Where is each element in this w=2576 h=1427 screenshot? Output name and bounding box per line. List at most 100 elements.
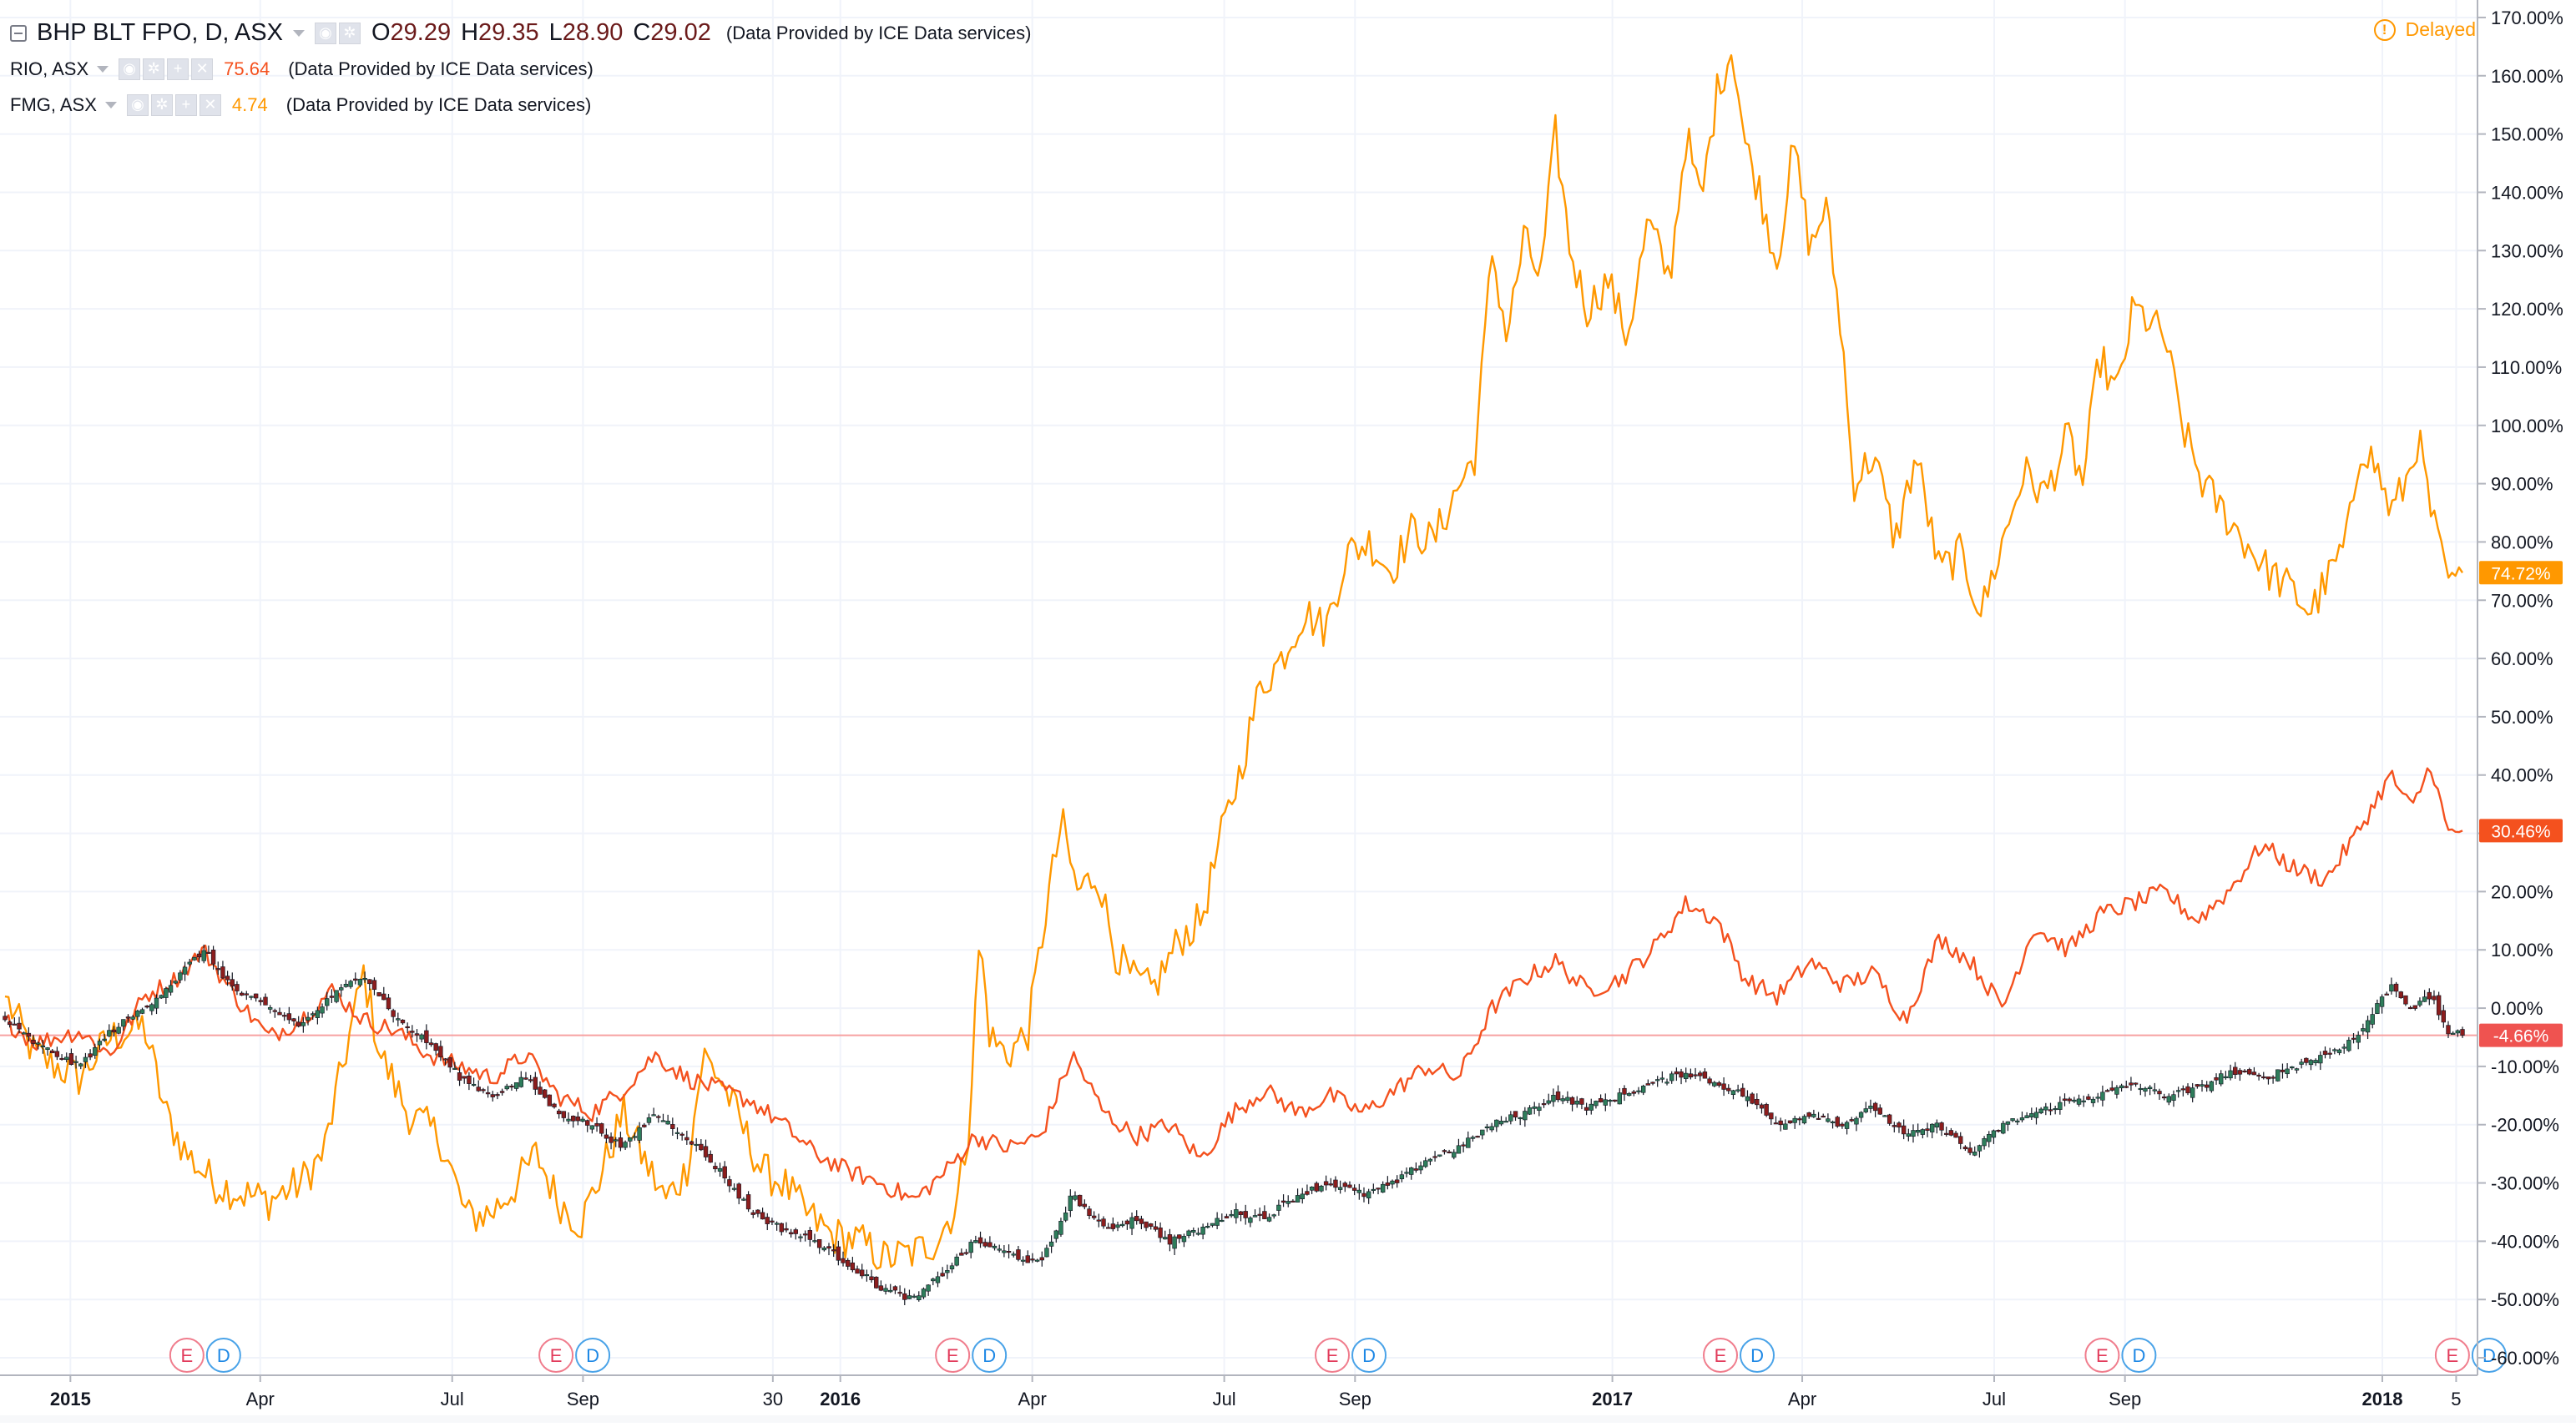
candle-body xyxy=(64,1056,69,1061)
dividend-marker[interactable] xyxy=(2471,1338,2507,1373)
eye-icon[interactable]: ◉ xyxy=(126,93,149,116)
candle-body xyxy=(907,1295,912,1299)
candle-body xyxy=(1096,1219,1102,1222)
eye-icon[interactable]: ◉ xyxy=(314,22,336,44)
candle-body xyxy=(708,1153,713,1163)
candle-body xyxy=(320,1006,325,1014)
chevron-down-icon[interactable] xyxy=(292,29,305,37)
candle-body xyxy=(1252,1215,1258,1218)
candle-body xyxy=(642,1124,647,1127)
dividend-marker[interactable] xyxy=(972,1338,1008,1373)
earnings-marker[interactable] xyxy=(2434,1338,2470,1373)
compare-symbol-fmg[interactable]: FMG, ASX xyxy=(10,94,97,115)
dividend-marker[interactable] xyxy=(2121,1338,2157,1373)
candle-body xyxy=(1555,1091,1561,1101)
candle-body xyxy=(917,1295,922,1301)
earnings-marker[interactable] xyxy=(169,1338,205,1373)
candle-body xyxy=(391,1010,396,1017)
earnings-label: E xyxy=(1715,1345,1727,1366)
series-candles-bhp[interactable] xyxy=(3,944,2465,1306)
candle-body xyxy=(1783,1123,1788,1130)
candle-body xyxy=(594,1122,599,1127)
x-tick-label: 2015 xyxy=(50,1389,91,1409)
earnings-marker[interactable] xyxy=(1703,1338,1739,1373)
candle-body xyxy=(1409,1167,1414,1175)
series-line-fmg[interactable] xyxy=(4,54,2464,1270)
candle-body xyxy=(1366,1191,1371,1198)
candle-body xyxy=(235,984,240,991)
candle-body xyxy=(17,1022,22,1030)
collapse-legend-icon[interactable] xyxy=(10,24,27,42)
candle-body xyxy=(1816,1117,1821,1120)
gear-icon[interactable]: ✲ xyxy=(150,93,173,116)
gear-icon[interactable]: ✲ xyxy=(143,58,165,80)
plus-icon[interactable]: + xyxy=(167,58,189,80)
earnings-marker[interactable] xyxy=(538,1338,574,1373)
candle-body xyxy=(765,1217,770,1224)
eye-icon[interactable]: ◉ xyxy=(119,58,141,80)
candle-body xyxy=(604,1134,609,1139)
candle-body xyxy=(405,1026,410,1029)
close-icon[interactable]: ✕ xyxy=(191,58,214,80)
candle-body xyxy=(2285,1068,2290,1075)
candle-body xyxy=(684,1137,689,1141)
series-line-rio[interactable] xyxy=(4,767,2463,1201)
candle-body xyxy=(2190,1087,2195,1098)
candle-body xyxy=(1423,1160,1428,1167)
main-symbol-title[interactable]: BHP BLT FPO, D, ASX xyxy=(37,19,283,46)
candle-body xyxy=(2379,996,2385,1007)
plus-icon[interactable]: + xyxy=(174,93,197,116)
close-icon[interactable]: ✕ xyxy=(199,93,221,116)
chevron-down-icon[interactable] xyxy=(97,65,109,73)
candle-body xyxy=(2010,1118,2015,1122)
earnings-marker[interactable] xyxy=(2084,1338,2120,1373)
candle-body xyxy=(2460,1029,2465,1036)
dividend-label: D xyxy=(982,1345,996,1366)
gear-icon[interactable]: ✲ xyxy=(338,22,361,44)
candle-body xyxy=(841,1258,846,1263)
candle-body xyxy=(1101,1218,1106,1227)
candle-body xyxy=(1210,1223,1215,1226)
candle-body xyxy=(3,1016,8,1021)
compare-symbol-rio[interactable]: RIO, ASX xyxy=(10,58,89,79)
candle-body xyxy=(1129,1217,1134,1229)
earnings-marker[interactable] xyxy=(1315,1338,1351,1373)
candle-body xyxy=(973,1240,978,1243)
candle-body xyxy=(2265,1077,2271,1080)
candle-body xyxy=(1560,1098,1565,1102)
dividend-marker[interactable] xyxy=(575,1338,611,1373)
earnings-marker[interactable] xyxy=(935,1338,971,1373)
candle-body xyxy=(1792,1117,1797,1123)
dividend-marker[interactable] xyxy=(205,1338,241,1373)
candle-body xyxy=(239,992,245,996)
candle-body xyxy=(2090,1098,2096,1103)
candle-body xyxy=(2427,991,2432,1000)
dividend-marker[interactable] xyxy=(1351,1338,1387,1373)
candle-body xyxy=(2109,1087,2114,1091)
dividend-marker[interactable] xyxy=(1740,1338,1775,1373)
candle-body xyxy=(400,1019,406,1024)
candle-body xyxy=(2062,1098,2068,1101)
candle-body xyxy=(954,1256,959,1266)
candle-body xyxy=(1693,1074,1698,1077)
chevron-down-icon[interactable] xyxy=(104,101,117,108)
candle-body xyxy=(1300,1193,1305,1199)
candle-body xyxy=(2446,1025,2451,1035)
earnings-label: E xyxy=(550,1345,563,1366)
candle-body xyxy=(2133,1082,2139,1085)
candle-body xyxy=(513,1082,519,1089)
candle-body xyxy=(1977,1145,1983,1152)
candle-body xyxy=(1640,1086,1646,1093)
candle-body xyxy=(1215,1218,1220,1226)
candle-body xyxy=(2048,1109,2053,1112)
delayed-indicator[interactable]: ! Delayed xyxy=(2373,18,2476,41)
